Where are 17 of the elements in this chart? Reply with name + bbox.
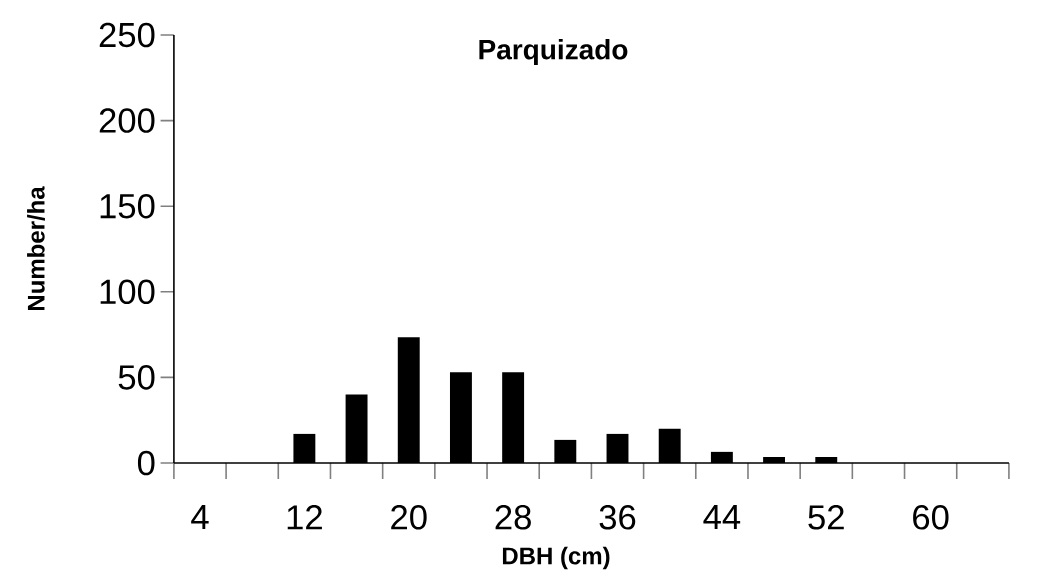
x-tick-label: 60	[913, 505, 949, 530]
x-axis-title: DBH (cm)	[502, 546, 610, 570]
y-tick-label: 250	[99, 22, 155, 48]
x-tick-label: 36	[599, 505, 636, 530]
x-tick-label: 12	[287, 505, 322, 530]
x-tick-label: 28	[495, 505, 531, 530]
y-axis-title: Number/ha	[27, 186, 45, 311]
chart-title: Parquizado	[479, 38, 628, 66]
y-tick-label: 50	[118, 365, 155, 390]
y-tick-label: 200	[99, 108, 155, 133]
x-tick-label: 4	[191, 505, 209, 529]
y-tick-label: 100	[100, 279, 155, 305]
x-tick-label: 20	[391, 505, 427, 530]
x-tick-label: 44	[703, 505, 741, 529]
x-tick-label: 52	[808, 505, 844, 530]
y-tick-label: 150	[100, 193, 155, 219]
y-tick-label: 0	[137, 450, 155, 476]
